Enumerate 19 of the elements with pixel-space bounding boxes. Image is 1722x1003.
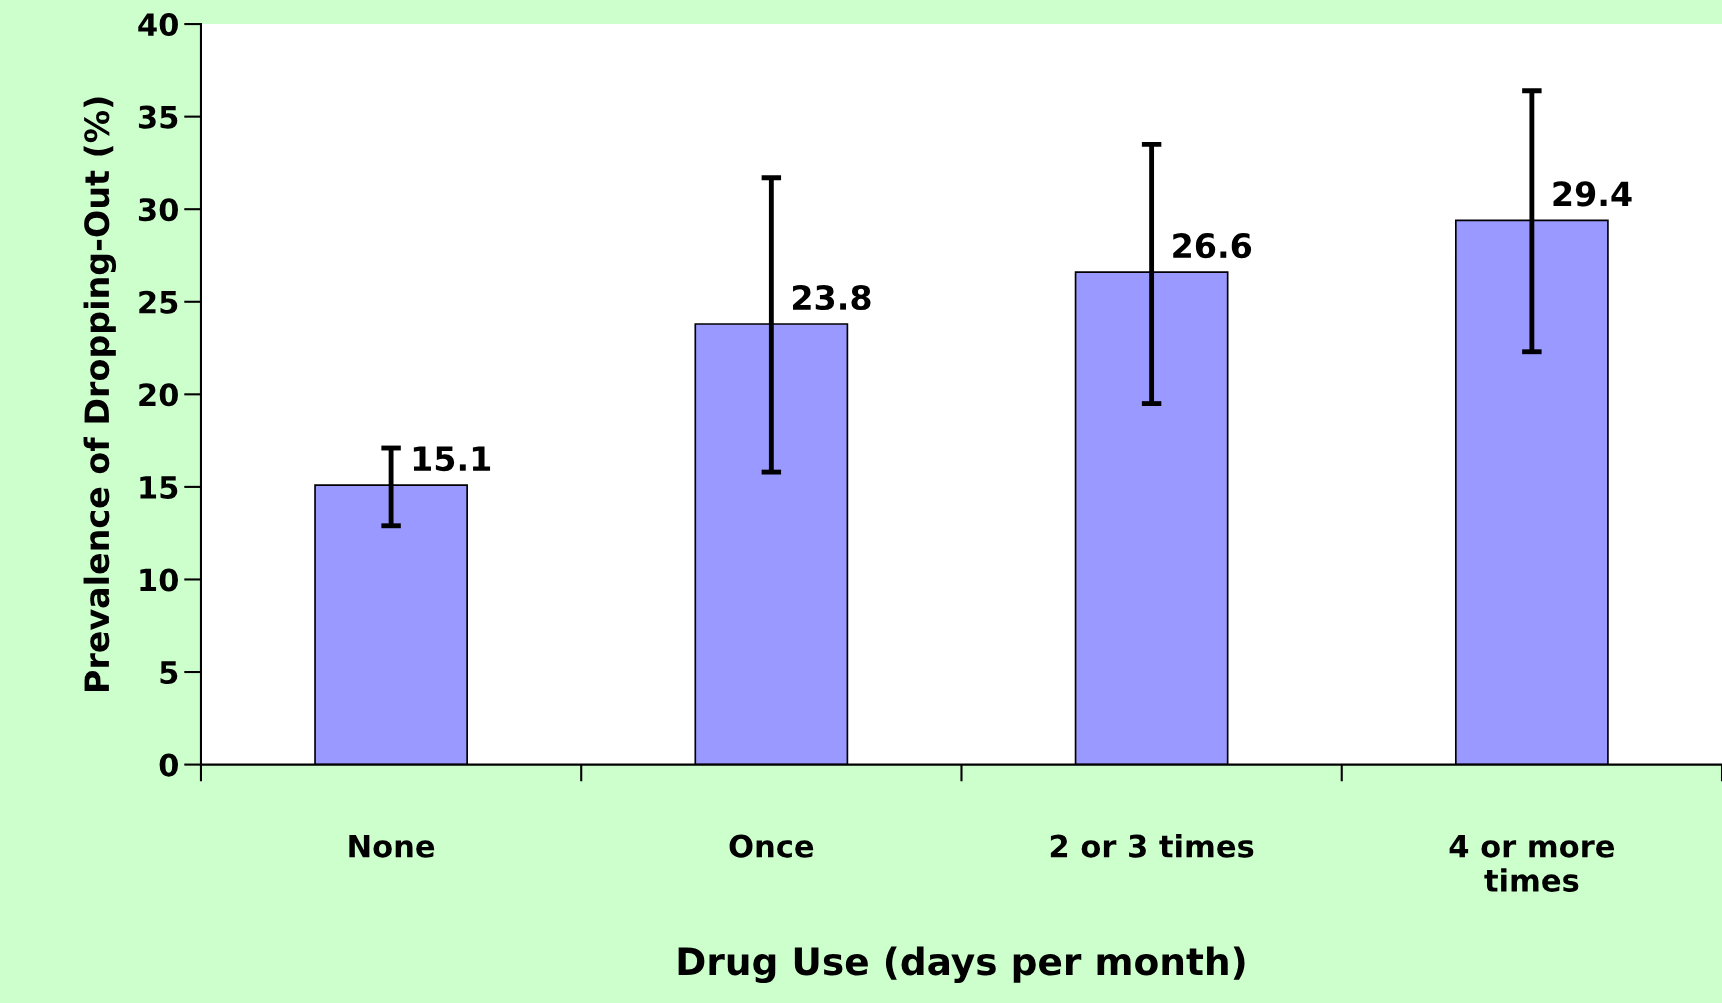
data-label: 29.4: [1553, 181, 1632, 207]
x-axis-title: Drug Use (days per month): [678, 946, 1245, 984]
y-tick-label: 15: [140, 476, 178, 499]
data-label: 15.1: [413, 446, 491, 472]
y-tick-label: 0: [159, 753, 178, 777]
x-tick-label: 4 or more times: [1449, 834, 1614, 892]
y-tick-label: 40: [138, 13, 178, 37]
x-tick-label: None: [349, 834, 435, 858]
y-tick-label: 20: [139, 383, 178, 407]
y-axis-title: Prevalence of Dropping-Out (%): [83, 97, 117, 692]
x-tick-label: Once: [729, 834, 814, 858]
data-label: 26.6: [1173, 233, 1252, 259]
y-tick-label: 30: [138, 198, 178, 222]
x-tick-label: 2 or 3 times: [1050, 834, 1254, 858]
y-tick-label: 5: [160, 661, 178, 685]
y-tick-label: 10: [140, 568, 178, 592]
y-tick-label: 35: [138, 105, 178, 129]
y-tick-label: 25: [139, 290, 178, 314]
data-label: 23.8: [793, 284, 871, 311]
